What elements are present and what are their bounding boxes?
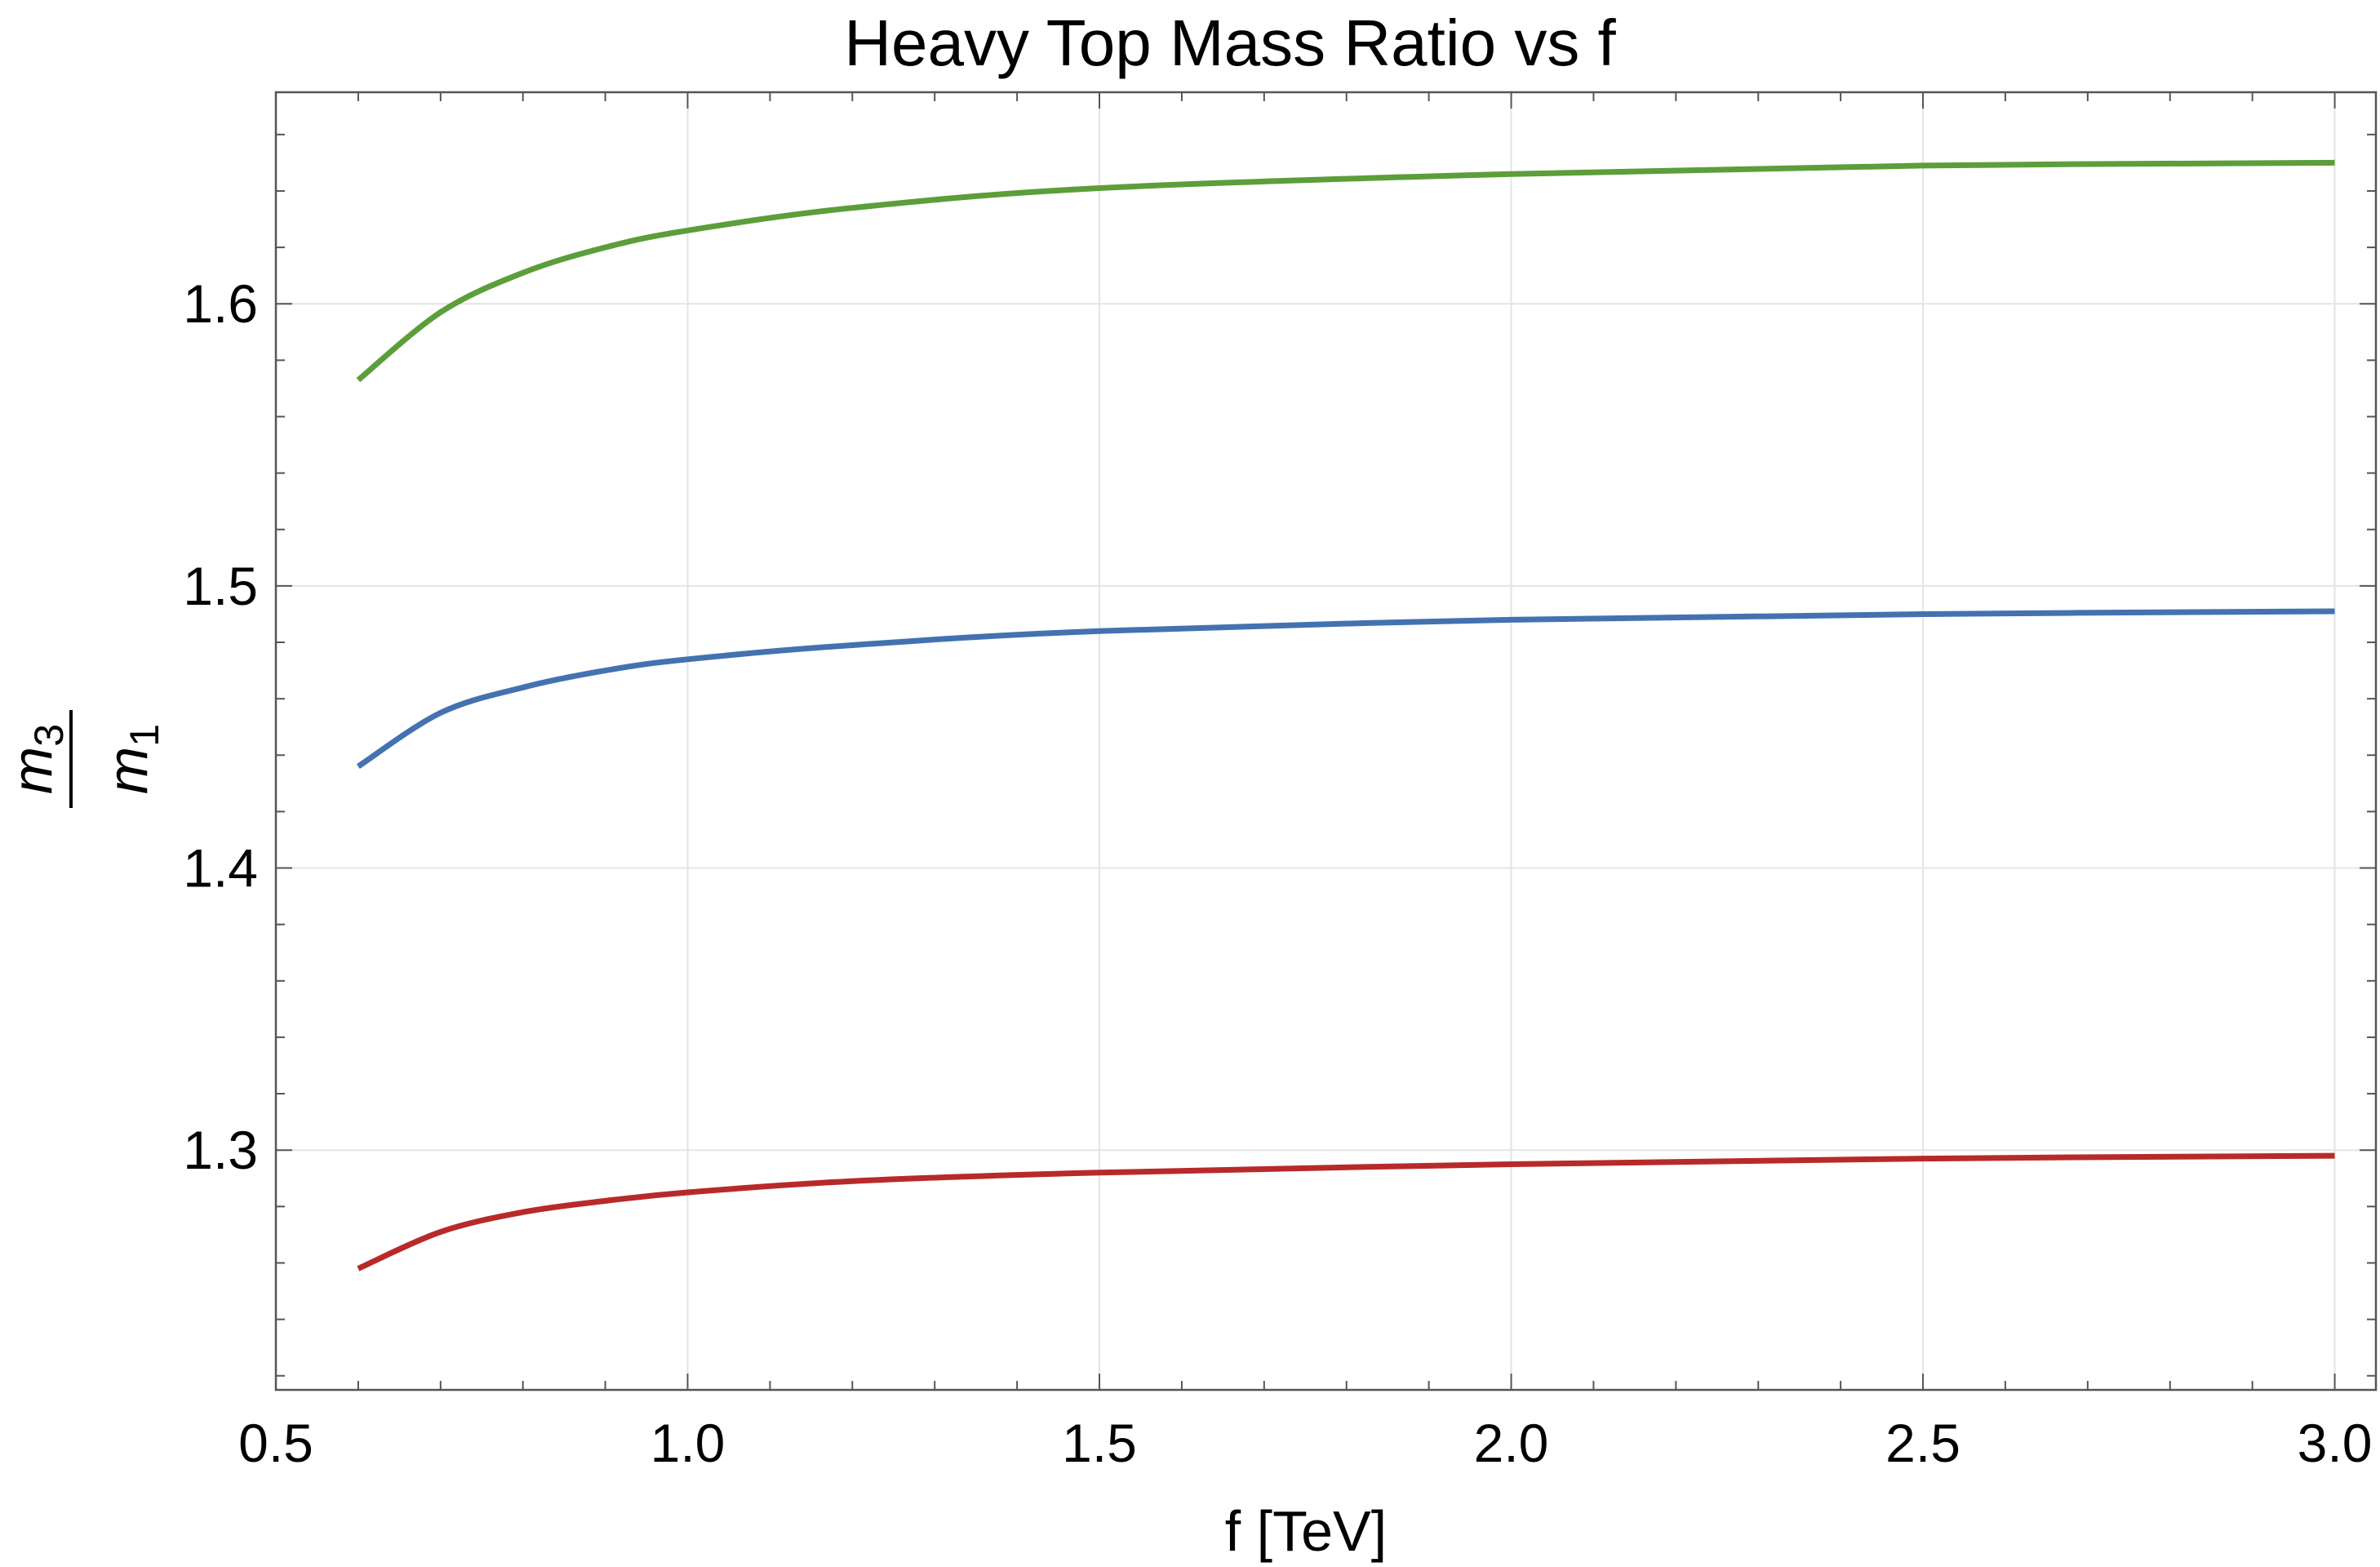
green-curve-line <box>356 159 2335 383</box>
x-tick-label: 2.0 <box>1474 1413 1549 1473</box>
x-tick-labels: 0.5 1.0 1.5 2.0 2.5 3.0 <box>238 1413 2372 1473</box>
y-tick-label: 1.4 <box>183 838 258 899</box>
y-tick-label: 1.6 <box>183 273 258 334</box>
x-tick-label: 2.5 <box>1885 1413 1960 1473</box>
y-axis-label: m3 m1 <box>0 710 167 808</box>
y-tick-label: 1.5 <box>183 556 258 616</box>
x-axis-label: f [TeV] <box>1225 1499 1387 1563</box>
red-curve-line <box>357 1152 2335 1272</box>
plot-frame <box>274 91 2378 1392</box>
blue-curve-line <box>356 608 2335 770</box>
y-axis-label-numerator: m3 <box>0 724 72 794</box>
ticks <box>275 92 2376 1390</box>
grid-lines <box>276 92 2376 1390</box>
chart-title: Heavy Top Mass Ratio vs f <box>844 7 1616 79</box>
x-tick-label: 1.0 <box>651 1413 726 1473</box>
x-tick-label: 1.5 <box>1062 1413 1137 1473</box>
x-tick-label: 0.5 <box>238 1413 313 1473</box>
x-tick-label: 3.0 <box>2298 1413 2373 1473</box>
y-axis-label-denominator: m1 <box>95 724 167 794</box>
y-tick-label: 1.3 <box>183 1120 258 1180</box>
series-lines <box>356 159 2335 1272</box>
y-tick-labels: 1.3 1.4 1.5 1.6 <box>183 273 258 1180</box>
